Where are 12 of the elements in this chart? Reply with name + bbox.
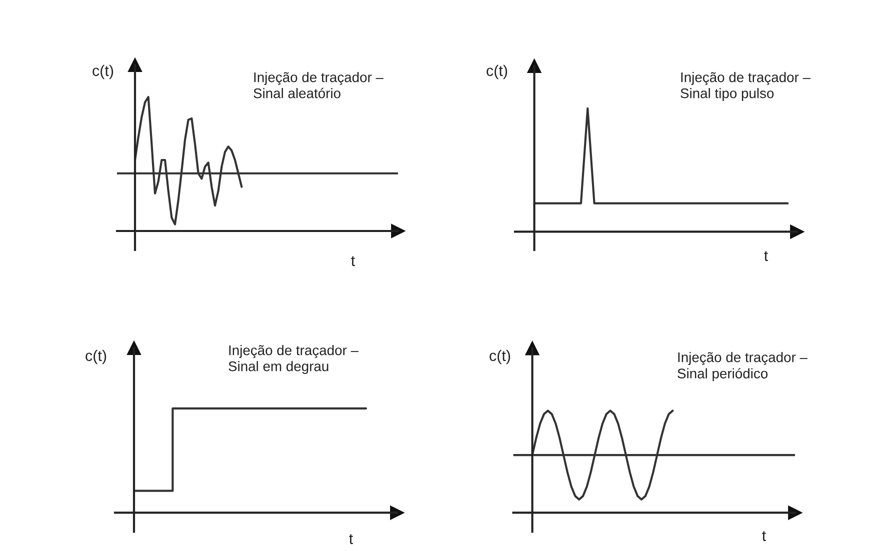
chart-title: Injeção de traçador – Sinal tipo pulso (680, 72, 810, 101)
x-axis-title: t (764, 251, 768, 262)
y-axis-title: c(t) (86, 350, 106, 364)
y-axis-title: c(t) (486, 64, 508, 80)
x-axis-title: t (762, 531, 766, 542)
y-axis-title: c(t) (92, 64, 114, 80)
y-axis-title: c(t) (490, 350, 510, 364)
chart-title: Injeção de traçador – Sinal em degrau (228, 345, 358, 374)
x-axis-title: t (351, 256, 356, 266)
x-axis-title: t (349, 534, 354, 544)
chart-title: Injeção de traçador – Sinal aleatório (254, 72, 384, 98)
chart-title: Injeção de traçador – Sinal periódico (678, 352, 808, 382)
